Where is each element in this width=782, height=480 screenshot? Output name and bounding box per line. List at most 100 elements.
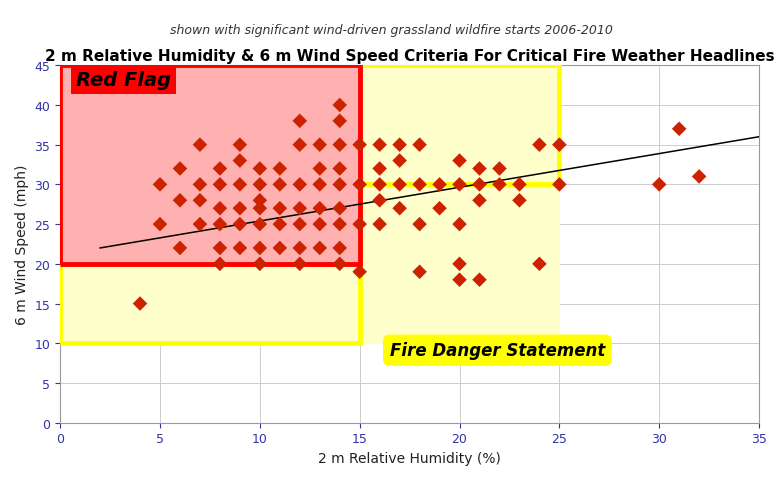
- Title: 2 m Relative Humidity & 6 m Wind Speed Criteria For Critical Fire Weather Headli: 2 m Relative Humidity & 6 m Wind Speed C…: [45, 48, 774, 63]
- Point: [333, 102, 346, 109]
- Point: [213, 221, 226, 228]
- Point: [253, 245, 266, 252]
- Point: [454, 181, 466, 189]
- Point: [194, 197, 206, 204]
- Point: [194, 181, 206, 189]
- Point: [293, 245, 306, 252]
- Point: [373, 197, 386, 204]
- Point: [333, 261, 346, 268]
- Point: [454, 261, 466, 268]
- Point: [194, 221, 206, 228]
- Point: [653, 181, 665, 189]
- Point: [693, 173, 705, 181]
- Point: [234, 221, 246, 228]
- Text: Fire Danger Statement: Fire Danger Statement: [389, 341, 605, 360]
- Point: [433, 205, 446, 213]
- Point: [174, 197, 186, 204]
- Point: [414, 221, 426, 228]
- Point: [353, 221, 366, 228]
- Point: [274, 165, 286, 173]
- Point: [314, 245, 326, 252]
- Point: [553, 181, 565, 189]
- Point: [353, 268, 366, 276]
- Point: [253, 261, 266, 268]
- Point: [333, 205, 346, 213]
- X-axis label: 2 m Relative Humidity (%): 2 m Relative Humidity (%): [318, 451, 501, 465]
- Point: [373, 142, 386, 149]
- Point: [213, 205, 226, 213]
- Point: [333, 181, 346, 189]
- Point: [253, 165, 266, 173]
- Point: [393, 181, 406, 189]
- Point: [174, 165, 186, 173]
- Point: [473, 197, 486, 204]
- Point: [274, 181, 286, 189]
- Point: [314, 181, 326, 189]
- Text: shown with significant wind-driven grassland wildfire starts 2006-2010: shown with significant wind-driven grass…: [170, 24, 612, 36]
- Point: [333, 245, 346, 252]
- Point: [213, 245, 226, 252]
- Point: [533, 261, 546, 268]
- Point: [234, 181, 246, 189]
- Point: [393, 157, 406, 165]
- Point: [174, 245, 186, 252]
- Point: [293, 142, 306, 149]
- Point: [213, 181, 226, 189]
- Point: [393, 205, 406, 213]
- Point: [194, 142, 206, 149]
- Point: [493, 181, 506, 189]
- Point: [213, 261, 226, 268]
- Point: [234, 142, 246, 149]
- Point: [134, 300, 146, 308]
- Point: [333, 118, 346, 125]
- Point: [333, 142, 346, 149]
- Point: [433, 181, 446, 189]
- Point: [274, 205, 286, 213]
- Point: [154, 181, 167, 189]
- Y-axis label: 6 m Wind Speed (mph): 6 m Wind Speed (mph): [15, 165, 29, 324]
- Point: [414, 181, 426, 189]
- Point: [253, 197, 266, 204]
- Text: Red Flag: Red Flag: [76, 71, 171, 90]
- Point: [293, 118, 306, 125]
- Point: [234, 157, 246, 165]
- Point: [234, 245, 246, 252]
- Point: [553, 142, 565, 149]
- Point: [373, 181, 386, 189]
- Point: [454, 276, 466, 284]
- Point: [473, 276, 486, 284]
- Point: [353, 142, 366, 149]
- Point: [154, 221, 167, 228]
- Point: [293, 205, 306, 213]
- Point: [454, 221, 466, 228]
- Point: [293, 261, 306, 268]
- Point: [253, 181, 266, 189]
- Point: [234, 205, 246, 213]
- Point: [314, 142, 326, 149]
- Point: [513, 181, 526, 189]
- Point: [673, 126, 686, 133]
- Point: [533, 142, 546, 149]
- Point: [414, 142, 426, 149]
- Point: [473, 165, 486, 173]
- Point: [393, 142, 406, 149]
- Point: [274, 245, 286, 252]
- Point: [293, 221, 306, 228]
- Point: [353, 181, 366, 189]
- Point: [513, 197, 526, 204]
- Point: [213, 165, 226, 173]
- Point: [333, 165, 346, 173]
- Point: [473, 181, 486, 189]
- Point: [293, 181, 306, 189]
- Point: [373, 165, 386, 173]
- Point: [314, 205, 326, 213]
- Point: [454, 157, 466, 165]
- Point: [314, 165, 326, 173]
- Point: [253, 221, 266, 228]
- Point: [253, 205, 266, 213]
- Point: [333, 221, 346, 228]
- Point: [373, 221, 386, 228]
- Point: [314, 221, 326, 228]
- Point: [493, 165, 506, 173]
- Point: [414, 268, 426, 276]
